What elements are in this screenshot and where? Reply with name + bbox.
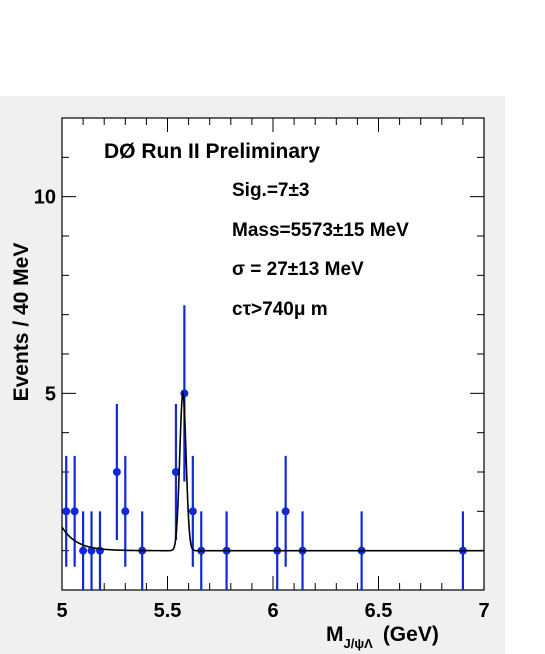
y-tick-label: 10 xyxy=(34,187,56,209)
data-point xyxy=(188,507,197,516)
data-point xyxy=(121,507,130,516)
mass-label: Mass=5573±15 MeV xyxy=(232,220,409,241)
data-point xyxy=(281,507,290,516)
x-tick-label: 7 xyxy=(478,600,489,622)
plot-frame xyxy=(61,117,485,591)
fit-group xyxy=(61,390,484,552)
x-tick-label: 5.5 xyxy=(154,600,182,622)
x-tick-label: 6.5 xyxy=(365,600,393,622)
y-tick-label: 5 xyxy=(45,383,56,405)
data-point xyxy=(70,507,79,516)
x-axis-label-main: M xyxy=(326,623,344,646)
data-point xyxy=(112,468,121,476)
x-tick-label: 6 xyxy=(267,600,278,622)
axes: 5 5.5 6 6.5 7 5 10 xyxy=(34,118,490,622)
lifetime-label: cτ>740μ m xyxy=(232,299,328,320)
experiment-label: DØ Run II Preliminary xyxy=(104,140,320,163)
significance-label: Sig.=7±3 xyxy=(232,180,310,201)
data-point xyxy=(79,546,88,555)
data-point xyxy=(171,468,180,476)
fit-curve xyxy=(61,390,484,552)
x-axis-label-unit: (GeV) xyxy=(383,623,439,646)
y-axis-label: Events / 40 MeV xyxy=(10,243,33,402)
x-tick-label: 5 xyxy=(56,600,67,622)
width-label: σ = 27±13 MeV xyxy=(232,259,364,280)
x-axis-label: MJ/ψΛ (GeV) xyxy=(326,623,439,651)
x-axis-label-subscript: J/ψΛ xyxy=(344,636,374,651)
data-point xyxy=(62,507,71,516)
